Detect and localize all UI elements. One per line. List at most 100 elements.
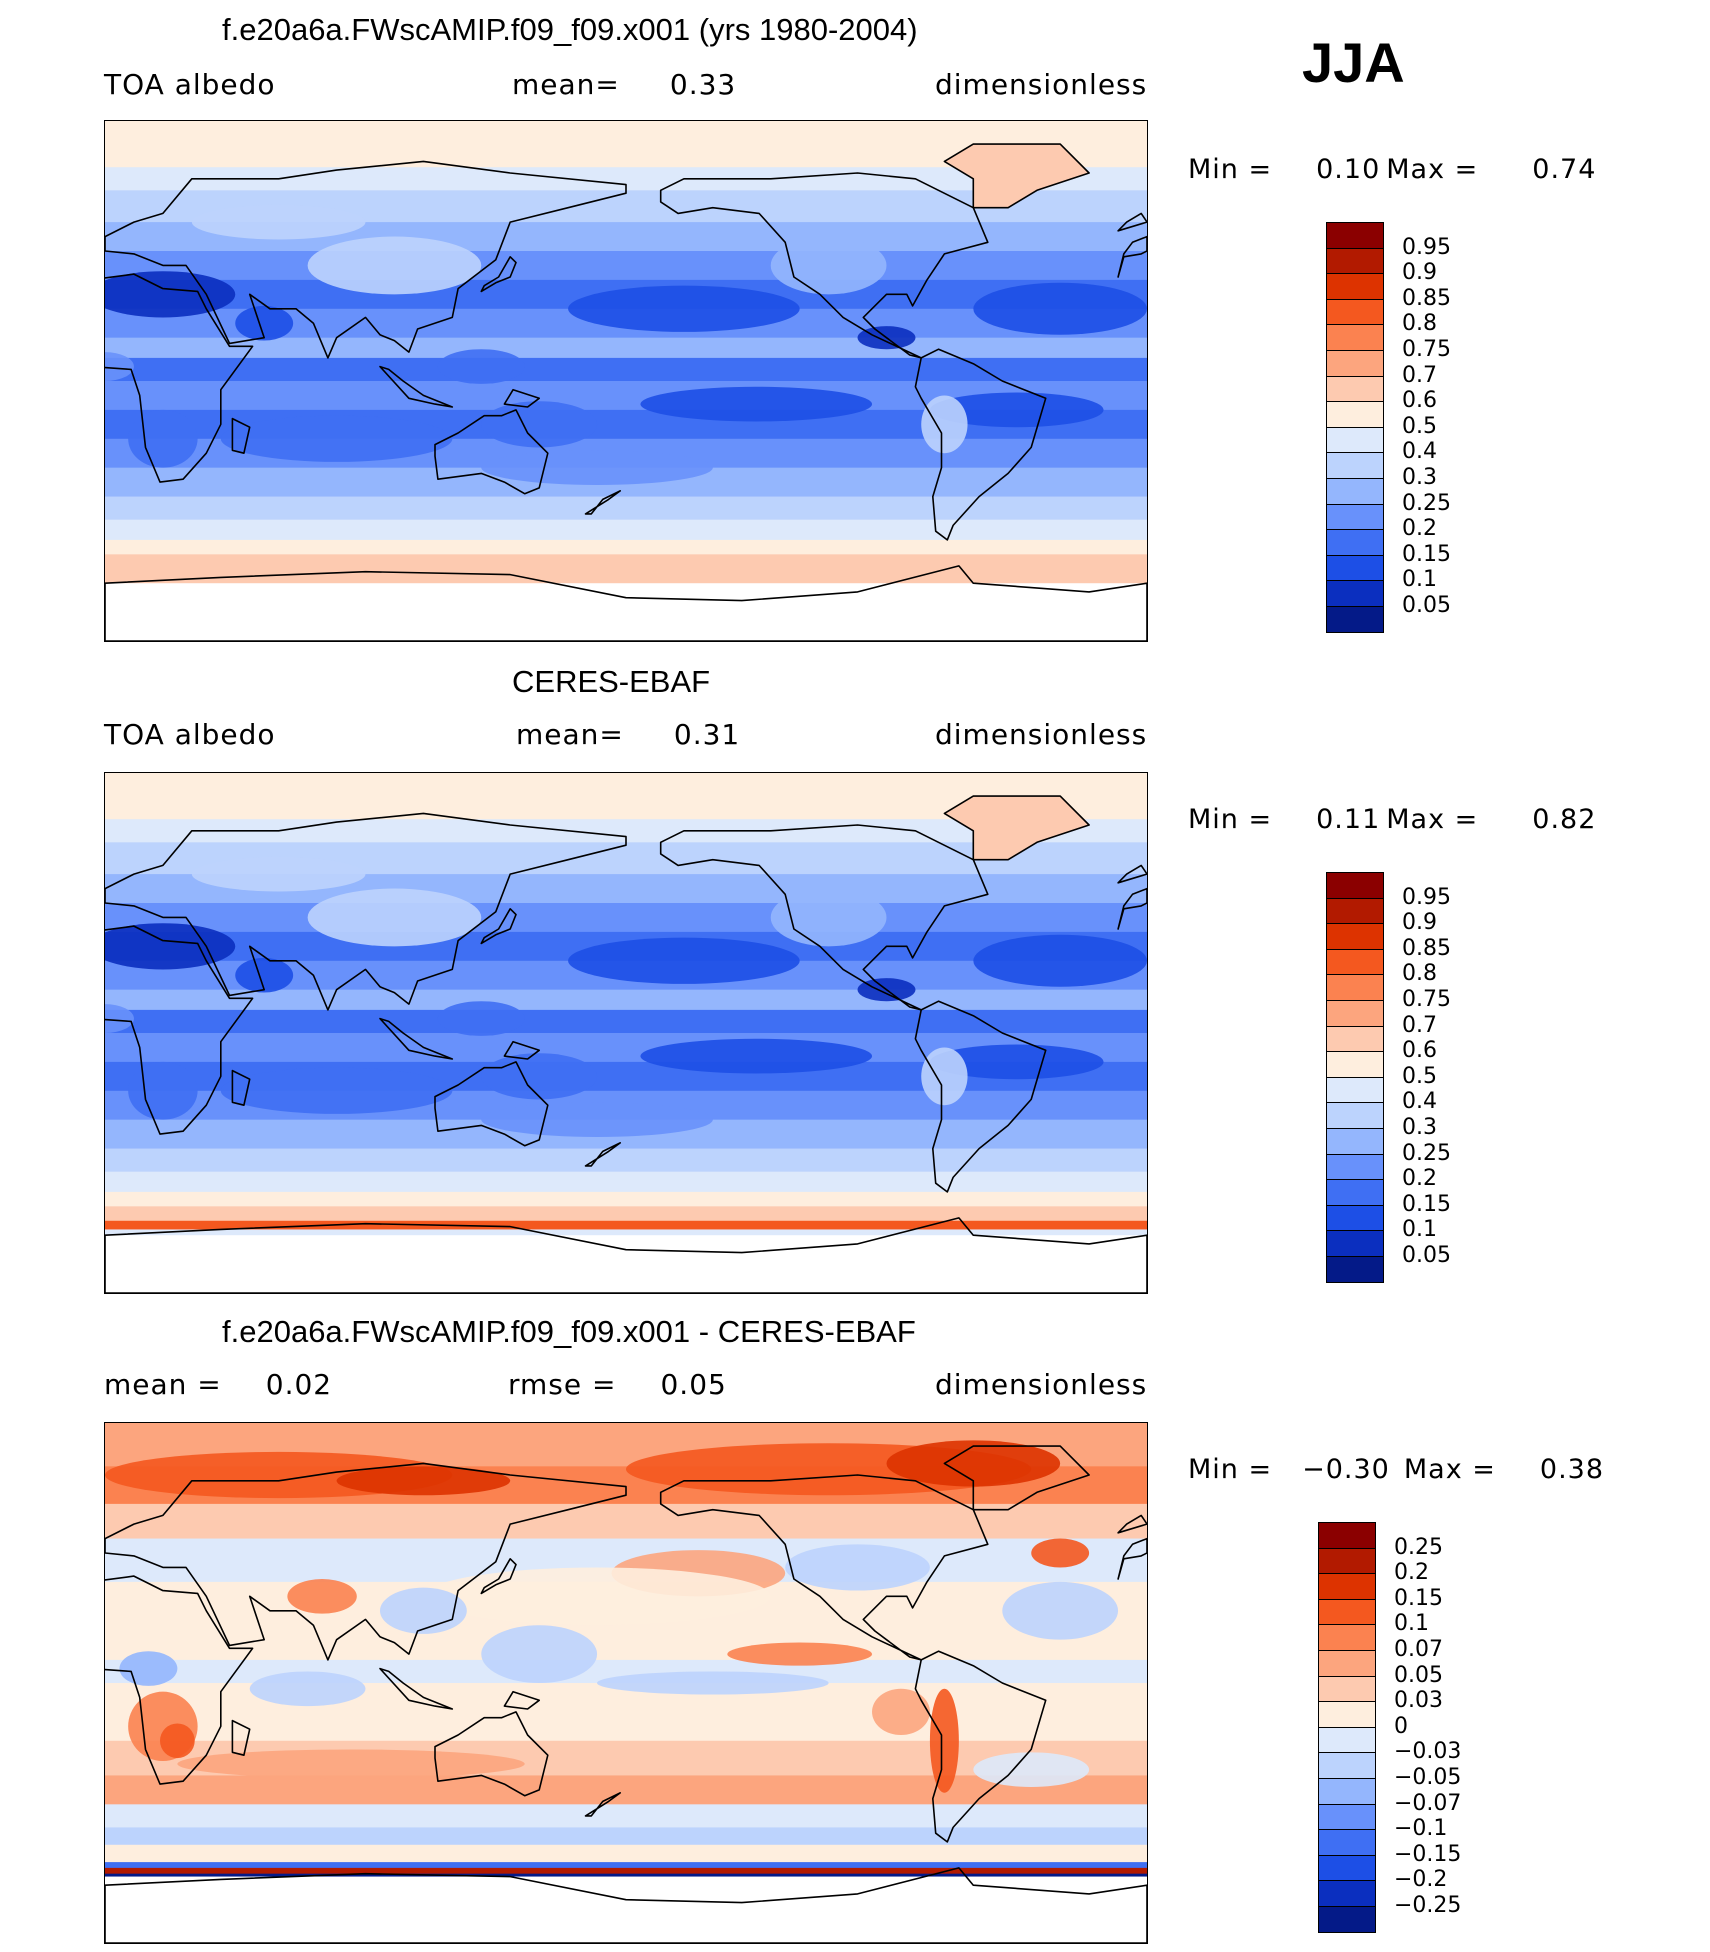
colorbar-swatch bbox=[1326, 222, 1384, 249]
panel-title-model: f.e20a6a.FWscAMIP.f09_f09.x001 (yrs 1980… bbox=[222, 12, 918, 47]
colorbar-swatch bbox=[1318, 1701, 1376, 1728]
contour-region bbox=[159, 1723, 195, 1759]
colorbar-swatch bbox=[1326, 554, 1384, 582]
colorbar-swatch bbox=[1326, 324, 1384, 351]
coastline bbox=[379, 365, 454, 408]
contour-band bbox=[105, 1862, 1147, 1869]
colorbar-obs: 0.95 0.9 0.85 0.8 0.75 0.7 0.6 0.5 0.4 0.3 0.25 0.2… bbox=[1326, 872, 1486, 1284]
contour-band bbox=[105, 583, 1147, 641]
contour-region bbox=[929, 1044, 1104, 1080]
contour-band bbox=[105, 496, 1147, 521]
colorbar-tick-label: 0 bbox=[1394, 1713, 1408, 1739]
max-value: 0.74 bbox=[1532, 154, 1597, 185]
min-label: Min = bbox=[1188, 804, 1273, 835]
contour-region bbox=[921, 395, 968, 454]
coastline bbox=[231, 1719, 251, 1756]
map-model-field bbox=[105, 121, 1147, 641]
coastline bbox=[943, 795, 1090, 861]
colorbar-tick-label: 0.3 bbox=[1402, 1115, 1437, 1140]
colorbar-tick-label: 0.1 bbox=[1402, 1217, 1437, 1243]
units-label-diff: dimensionless bbox=[935, 1368, 1148, 1401]
colorbar-swatch bbox=[1326, 1102, 1384, 1129]
colorbar-swatch bbox=[1326, 1230, 1384, 1257]
max-label: Max = bbox=[1386, 154, 1479, 185]
rmse-text: rmse = bbox=[508, 1368, 617, 1401]
colorbar-swatch bbox=[1326, 1000, 1384, 1027]
colorbar-tick-label: 0.9 bbox=[1402, 260, 1437, 286]
colorbar-tick-label: 0.95 bbox=[1402, 234, 1451, 260]
map-diff-field bbox=[105, 1423, 1147, 1943]
contour-region bbox=[191, 856, 366, 892]
coastline bbox=[914, 1650, 1047, 1843]
colorbar-swatch bbox=[1318, 1726, 1376, 1754]
greenland-field bbox=[944, 144, 1090, 208]
contour-region bbox=[886, 1440, 1061, 1487]
colorbar-swatch bbox=[1326, 1179, 1384, 1206]
coastline bbox=[231, 1069, 251, 1106]
contour-region bbox=[481, 450, 713, 485]
colorbar-tick-label: 0.2 bbox=[1394, 1560, 1429, 1586]
colorbar-tick-label: 0.5 bbox=[1402, 413, 1437, 439]
colorbar-swatch bbox=[1318, 1522, 1376, 1549]
colorbar-swatch bbox=[1326, 273, 1384, 300]
contour-region bbox=[437, 1001, 525, 1036]
minmax-obs: Min = 0.11 Max = 0.82 bbox=[1188, 804, 1596, 835]
coastline bbox=[105, 160, 627, 359]
colorbar-swatch bbox=[1326, 375, 1384, 403]
contour-band bbox=[105, 1229, 1147, 1236]
coastline bbox=[105, 1575, 254, 1785]
contour-region bbox=[481, 1625, 598, 1683]
coastline bbox=[659, 1474, 989, 1661]
colorbar-tick-label: −0.05 bbox=[1394, 1765, 1462, 1790]
colorbar-swatch bbox=[1326, 247, 1384, 275]
map-model bbox=[104, 120, 1148, 642]
contour-region bbox=[287, 1579, 357, 1614]
contour-band bbox=[105, 1804, 1147, 1828]
greenland-field bbox=[944, 796, 1090, 860]
coastline bbox=[434, 409, 549, 495]
contour-band bbox=[105, 989, 1147, 1011]
contour-region bbox=[1031, 1538, 1090, 1568]
colorbar-tick-label: 0.03 bbox=[1394, 1688, 1443, 1714]
colorbar-tick-label: 0.2 bbox=[1402, 1166, 1437, 1192]
colorbar-swatch bbox=[1326, 401, 1384, 428]
colorbar-tick-label: 0.4 bbox=[1402, 1089, 1437, 1115]
field-name-obs: TOA albedo bbox=[104, 718, 276, 751]
contour-region bbox=[568, 285, 800, 332]
colorbar-swatch bbox=[1326, 872, 1384, 899]
coastline bbox=[434, 1061, 549, 1147]
coastline bbox=[659, 824, 989, 1011]
colorbar-tick-label: 0.85 bbox=[1402, 935, 1451, 961]
colorbar-swatch bbox=[1326, 1025, 1384, 1053]
coastline bbox=[1117, 212, 1147, 232]
contour-region bbox=[770, 888, 887, 947]
contour-band bbox=[105, 1148, 1147, 1173]
coastline bbox=[105, 565, 1147, 641]
colorbar-swatch bbox=[1318, 1829, 1376, 1856]
colorbar-tick-label: 0.07 bbox=[1394, 1637, 1443, 1662]
min-label: Min = bbox=[1188, 1454, 1273, 1485]
coastline bbox=[231, 417, 251, 454]
max-value: 0.38 bbox=[1539, 1454, 1605, 1485]
colorbar-swatch bbox=[1318, 1573, 1376, 1600]
coastline bbox=[503, 1040, 540, 1060]
min-label: Min = bbox=[1188, 154, 1273, 185]
contour-region bbox=[437, 349, 525, 384]
contour-band bbox=[105, 251, 1147, 281]
colorbar-swatch bbox=[1318, 1675, 1376, 1703]
contour-band bbox=[105, 167, 1147, 191]
colorbar-swatch bbox=[1326, 529, 1384, 556]
contour-region bbox=[128, 409, 198, 468]
contour-band bbox=[105, 519, 1147, 541]
contour-region bbox=[191, 204, 366, 240]
colorbar-tick-label: 0.6 bbox=[1402, 1038, 1437, 1064]
colorbar-swatch bbox=[1326, 948, 1384, 976]
contour-band bbox=[105, 357, 1147, 382]
season-label: JJA bbox=[1302, 31, 1405, 94]
field-name-model: TOA albedo bbox=[104, 68, 276, 101]
coastline bbox=[105, 1217, 1147, 1293]
contour-region bbox=[235, 305, 294, 341]
contour-region bbox=[770, 236, 887, 295]
contour-region bbox=[307, 888, 482, 947]
coastline bbox=[584, 1792, 621, 1817]
